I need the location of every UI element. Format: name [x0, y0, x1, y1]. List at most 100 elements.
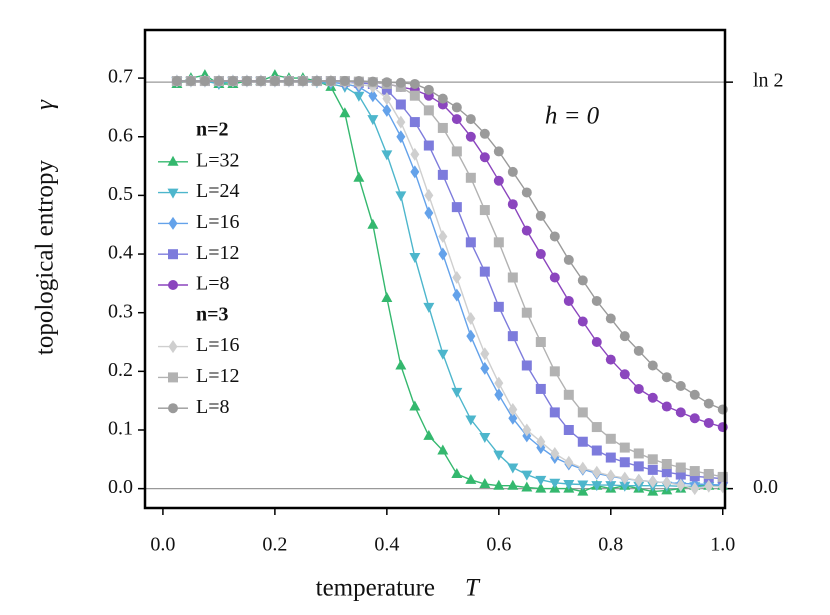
- data-point: [465, 473, 477, 484]
- data-point: [563, 254, 574, 265]
- y2-tick-label: 0.0: [753, 476, 778, 498]
- data-point: [368, 89, 378, 103]
- data-point: [465, 415, 477, 426]
- data-point: [661, 401, 672, 412]
- data-point: [437, 444, 449, 455]
- series-line: [176, 74, 723, 493]
- data-point: [353, 76, 364, 87]
- data-point: [619, 331, 630, 342]
- data-point: [507, 166, 518, 177]
- legend-marker: [168, 249, 178, 260]
- data-point: [423, 140, 434, 151]
- data-point: [661, 467, 672, 478]
- data-point: [549, 366, 560, 377]
- data-point: [690, 482, 700, 496]
- data-point: [353, 91, 365, 102]
- data-point: [494, 388, 504, 402]
- data-point: [466, 312, 476, 326]
- data-point: [451, 202, 462, 213]
- data-point: [185, 76, 196, 87]
- data-point: [423, 105, 434, 116]
- data-point: [451, 387, 463, 398]
- data-point: [508, 402, 518, 416]
- data-point: [451, 114, 462, 125]
- series-line: [176, 80, 724, 411]
- y2-tick-label: ln 2: [753, 70, 784, 92]
- data-point: [353, 171, 365, 182]
- data-point: [703, 468, 714, 479]
- data-point: [577, 436, 588, 447]
- data-point: [549, 231, 560, 242]
- data-point: [633, 448, 644, 459]
- x-axis-symbol: T: [465, 575, 481, 602]
- data-point: [619, 457, 630, 468]
- legend-marker: [167, 155, 179, 166]
- data-point: [535, 383, 546, 394]
- data-point: [381, 77, 392, 88]
- data-point: [535, 249, 546, 260]
- data-point: [564, 455, 574, 469]
- data-point: [493, 175, 504, 186]
- data-point: [438, 247, 448, 261]
- legend-marker: [168, 340, 178, 354]
- data-point: [424, 188, 434, 202]
- data-point: [479, 477, 491, 488]
- legend-label: L=16: [196, 211, 240, 233]
- legend-label: L=12: [196, 242, 240, 264]
- data-point: [578, 461, 588, 475]
- data-point: [311, 76, 322, 87]
- data-point: [521, 225, 532, 236]
- data-point: [689, 471, 700, 482]
- data-point: [535, 337, 546, 348]
- data-point: [339, 76, 350, 87]
- data-point: [227, 76, 238, 87]
- data-point: [522, 423, 532, 437]
- data-point: [255, 76, 266, 87]
- data-point: [507, 463, 519, 474]
- data-point: [437, 169, 448, 180]
- data-point: [437, 349, 449, 360]
- data-point: [465, 114, 476, 125]
- legend-title: n=3: [196, 303, 229, 325]
- data-point: [549, 407, 560, 418]
- series-line: [176, 80, 723, 486]
- data-point: [619, 369, 630, 380]
- data-point: [647, 464, 658, 475]
- data-point: [339, 107, 351, 118]
- data-point: [647, 392, 658, 403]
- data-point: [395, 77, 406, 88]
- legend-label: L=8: [196, 396, 230, 418]
- data-point: [577, 316, 588, 327]
- data-point: [213, 76, 224, 87]
- data-point: [703, 398, 714, 409]
- data-point: [325, 76, 336, 87]
- x-tick-label: 0.4: [374, 534, 399, 556]
- data-point: [591, 422, 602, 433]
- data-point: [633, 383, 644, 394]
- data-point: [466, 329, 476, 343]
- data-point: [689, 389, 700, 400]
- data-point: [633, 461, 644, 472]
- x-tick-label: 1.0: [710, 534, 735, 556]
- data-point: [675, 407, 686, 418]
- data-point: [395, 359, 407, 370]
- data-point: [647, 454, 658, 465]
- data-point: [493, 450, 505, 461]
- data-point: [410, 165, 420, 179]
- data-point: [591, 445, 602, 456]
- data-point: [423, 84, 434, 95]
- y-tick-label: 0.0: [108, 476, 133, 498]
- data-point: [605, 452, 616, 463]
- data-point: [507, 331, 518, 342]
- data-point: [452, 288, 462, 302]
- plot-frame: [143, 28, 727, 510]
- data-point: [409, 400, 421, 411]
- data-point: [382, 103, 392, 117]
- data-point: [605, 313, 616, 324]
- data-point: [592, 465, 602, 479]
- data-point: [605, 354, 616, 365]
- data-point: [465, 172, 476, 183]
- data-point: [494, 376, 504, 390]
- data-point: [409, 117, 420, 128]
- data-point: [633, 345, 644, 356]
